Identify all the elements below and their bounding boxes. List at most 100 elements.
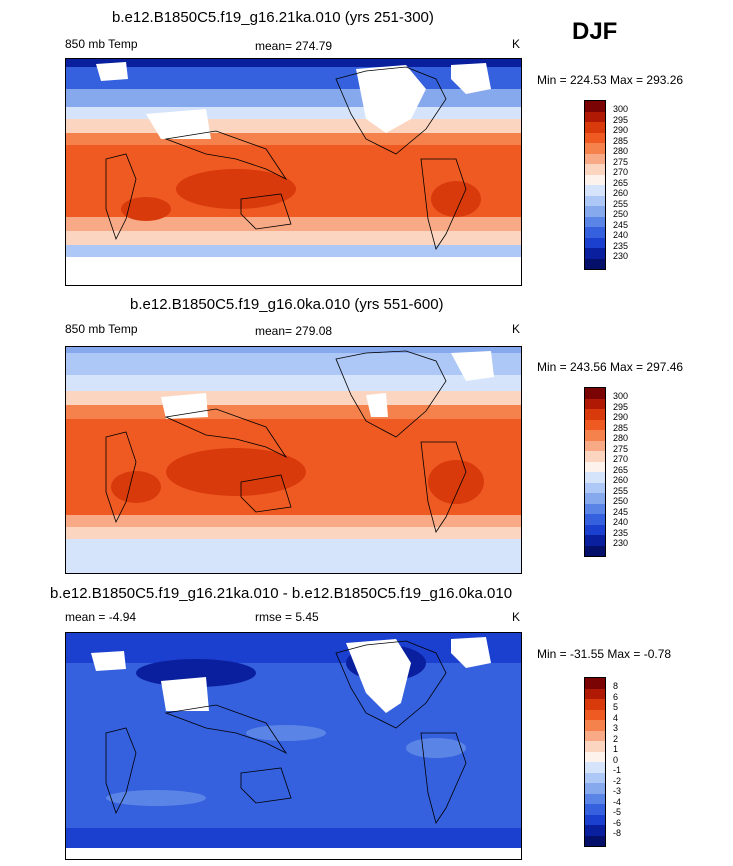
colorbar-tick-label: -3 [613, 786, 622, 796]
panel2-title: b.e12.B1850C5.f19_g16.0ka.010 (yrs 551-6… [130, 296, 444, 313]
colorbar-swatch [585, 793, 605, 804]
colorbar-tick-label: 8 [613, 681, 619, 691]
colorbar-swatch [585, 430, 605, 441]
colorbar-swatch [585, 835, 605, 846]
colorbar-tick-label: -6 [613, 817, 622, 828]
season-label: DJF [572, 18, 618, 45]
colorbar-swatch [585, 227, 605, 238]
panel3-mean-label: mean = -4.94 [65, 610, 137, 624]
colorbar-tick-label: 275 [613, 156, 629, 167]
panel1-minmax-label: Min = 224.53 Max = 293.26 [537, 73, 684, 87]
colorbar-swatch [585, 440, 605, 451]
colorbar-swatch [585, 678, 605, 689]
colorbar-swatch [585, 535, 605, 546]
colorbar-swatch [585, 451, 605, 462]
colorbar-tick-label: 230 [613, 538, 629, 548]
colorbar-tick-label: 0 [613, 754, 619, 765]
colorbar-tick-label: 2 [613, 733, 619, 744]
colorbar-tick-label: 235 [613, 527, 629, 538]
panel2-variable-label: 850 mb Temp [65, 322, 138, 336]
colorbar-tick-label: 280 [613, 433, 629, 443]
panel2-colorbar-labels: 300 295 290 285 280 275 270 265 260 255 250 245 240 2… [613, 391, 628, 549]
panel2-minmax-label: Min = 243.56 Max = 297.46 [537, 360, 684, 374]
colorbar-swatch [585, 751, 605, 762]
colorbar-tick-label: 235 [613, 240, 629, 251]
colorbar-swatch [585, 143, 605, 154]
colorbar-swatch [585, 216, 605, 227]
colorbar-swatch [585, 493, 605, 504]
colorbar-tick-label: 290 [613, 412, 629, 422]
colorbar-tick-label: 275 [613, 443, 629, 454]
colorbar-swatch [585, 524, 605, 535]
colorbar-swatch [585, 248, 605, 259]
colorbar-swatch [585, 503, 605, 514]
colorbar-swatch [585, 783, 605, 794]
colorbar-swatch [585, 122, 605, 133]
colorbar-tick-label: 300 [613, 391, 629, 401]
colorbar-swatch [585, 762, 605, 773]
colorbar-tick-label: 230 [613, 251, 629, 261]
colorbar-swatch [585, 206, 605, 217]
panel1-colorbar-labels: 300 295 290 285 280 275 270 265 260 255 250 245 240 2… [613, 104, 628, 262]
colorbar-swatch [585, 111, 605, 122]
colorbar-tick-label: 3 [613, 723, 619, 733]
colorbar-tick-label: 255 [613, 485, 629, 496]
colorbar-tick-label: 265 [613, 177, 629, 188]
colorbar-swatch [585, 195, 605, 206]
panel3-map [65, 632, 522, 860]
colorbar-swatch [585, 409, 605, 420]
panel1-units-label: K [512, 37, 521, 51]
colorbar-tick-label: -1 [613, 765, 622, 775]
colorbar-swatch [585, 398, 605, 409]
panel3-colorbar-labels: 8 6 5 4 3 2 1 0 -1 -2 -3 -4 -5 -6 -8 [613, 681, 621, 839]
colorbar-tick-label: 5 [613, 702, 619, 712]
colorbar-swatch [585, 388, 605, 399]
colorbar-tick-label: 285 [613, 135, 629, 146]
colorbar-tick-label: 6 [613, 691, 619, 702]
colorbar-tick-label: -5 [613, 807, 622, 817]
colorbar-tick-label: -2 [613, 775, 622, 786]
colorbar-swatch [585, 153, 605, 164]
colorbar-tick-label: 285 [613, 422, 629, 433]
colorbar-tick-label: 260 [613, 475, 629, 485]
colorbar-swatch [585, 419, 605, 430]
colorbar-tick-label: 250 [613, 496, 629, 506]
panel2-colorbar [584, 387, 606, 557]
colorbar-tick-label: 240 [613, 230, 629, 240]
colorbar-tick-label: 250 [613, 209, 629, 219]
colorbar-swatch [585, 482, 605, 493]
colorbar-swatch [585, 772, 605, 783]
panel1-variable-label: 850 mb Temp [65, 37, 138, 51]
colorbar-swatch [585, 720, 605, 731]
panel3-title: b.e12.B1850C5.f19_g16.21ka.010 - b.e12.B… [50, 585, 513, 602]
colorbar-swatch [585, 730, 605, 741]
panel3-units-label: K [512, 610, 521, 624]
panel3-map-field [66, 633, 521, 859]
colorbar-tick-label: 245 [613, 506, 629, 517]
panel3-rmse-label: rmse = 5.45 [255, 610, 319, 624]
colorbar-tick-label: 270 [613, 454, 629, 464]
colorbar-swatch [585, 688, 605, 699]
colorbar-swatch [585, 814, 605, 825]
colorbar-tick-label: 245 [613, 219, 629, 230]
colorbar-swatch [585, 545, 605, 556]
colorbar-tick-label: -4 [613, 796, 622, 807]
colorbar-swatch [585, 804, 605, 815]
colorbar-tick-label: 280 [613, 146, 629, 156]
colorbar-tick-label: 255 [613, 198, 629, 209]
colorbar-swatch [585, 741, 605, 752]
colorbar-tick-label: 4 [613, 712, 619, 723]
colorbar-swatch [585, 461, 605, 472]
colorbar-tick-label: 295 [613, 114, 629, 125]
colorbar-swatch [585, 258, 605, 269]
colorbar-swatch [585, 185, 605, 196]
colorbar-tick-label: 240 [613, 517, 629, 527]
colorbar-swatch [585, 164, 605, 175]
panel1-colorbar [584, 100, 606, 270]
colorbar-tick-label: 265 [613, 464, 629, 475]
panel3-minmax-label: Min = -31.55 Max = -0.78 [537, 647, 672, 661]
panel1-map [65, 58, 522, 286]
panel2-units-label: K [512, 322, 521, 336]
colorbar-tick-label: 1 [613, 744, 619, 754]
colorbar-tick-label: 290 [613, 125, 629, 135]
